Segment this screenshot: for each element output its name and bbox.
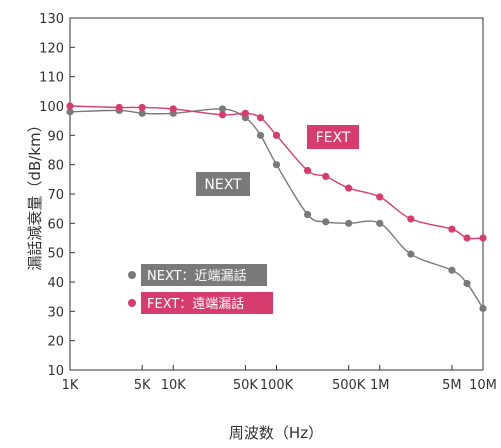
fext-point [138,103,146,112]
x-tick-label: 100K [260,378,294,393]
x-tick-label: 10K [161,378,187,393]
y-tick-label: 40 [47,276,64,291]
fext-point [376,193,384,201]
y-tick-label: 30 [47,305,64,320]
x-tick-label: 1M [370,378,390,393]
next-point [256,131,265,139]
next-point [407,250,415,258]
x-tick-label: 5K [134,378,151,393]
y-tick-label: 50 [47,247,64,262]
fext-point [256,114,265,122]
y-axis-ticks: 10 20 30 40 50 60 70 80 90 100 110 120 130 [39,12,75,379]
fext-point [322,172,330,180]
y-tick-label: 10 [47,364,64,379]
fext-point [407,215,415,223]
legend-item-next-label: NEXT：近端漏話 [147,268,247,284]
next-point [218,105,227,113]
y-tick-label: 80 [47,159,64,174]
fext-point [241,109,250,117]
legend-item-next-marker [128,271,136,279]
x-axis-ticks: 1K 5K 10K 50K 100K 500K 1M 5M 10M [62,365,497,393]
next-callout: NEXT [196,172,250,196]
y-tick-label: 20 [47,335,64,350]
y-tick-label: 70 [47,188,64,203]
next-callout-box [196,172,250,196]
fext-point [115,103,123,112]
fext-series [66,102,487,242]
next-point [376,219,384,227]
next-point [322,218,330,226]
next-point [303,210,312,219]
legend-item-fext-box [141,292,273,314]
next-line [69,108,484,309]
fext-callout-label: FEXT [316,130,351,146]
y-tick-label: 130 [39,12,64,27]
fext-point [272,131,281,139]
series-layer [66,102,487,312]
next-point [448,266,456,274]
next-point [138,109,146,117]
y-tick-label: 100 [39,100,64,115]
y-axis-title: 漏話減衰量（dB/km） [26,117,44,270]
legend-item-next-box [141,264,267,286]
fext-point [169,105,177,113]
x-tick-label: 1K [62,378,79,393]
fext-point [345,184,353,192]
fext-point [218,111,227,119]
next-point [66,108,74,116]
next-point [479,304,487,312]
x-tick-label: 50K [233,378,259,393]
legend-item-fext: FEXT：遠端漏話 [128,292,273,314]
legend-item-fext-label: FEXT：遠端漏話 [147,296,244,312]
fext-point [66,102,74,110]
callout-layer: NEXT FEXT [196,125,359,196]
legend-item-fext-marker [128,299,136,307]
legend-item-next: NEXT：近端漏話 [128,264,267,286]
x-tick-label: 10M [469,378,497,393]
fext-point [479,234,487,242]
plot-frame [69,17,484,371]
y-tick-label: 120 [39,41,64,56]
fext-line [69,105,484,240]
fext-point [463,234,471,242]
y-tick-label: 60 [47,217,64,232]
next-point [272,161,281,169]
fext-point [303,166,312,175]
x-tick-label: 5M [442,378,462,393]
y-tick-label: 90 [47,129,64,144]
x-tick-label: 500K [332,378,366,393]
next-point [463,279,471,288]
next-point [345,219,353,227]
next-callout-label: NEXT [204,177,242,193]
y-tick-label: 110 [39,71,64,86]
fext-callout: FEXT [307,125,359,149]
x-axis-title: 周波数（Hz） [229,424,323,442]
fext-callout-box [307,125,359,149]
fext-point [448,225,456,233]
legend: NEXT：近端漏話 FEXT：遠端漏話 [128,264,273,314]
